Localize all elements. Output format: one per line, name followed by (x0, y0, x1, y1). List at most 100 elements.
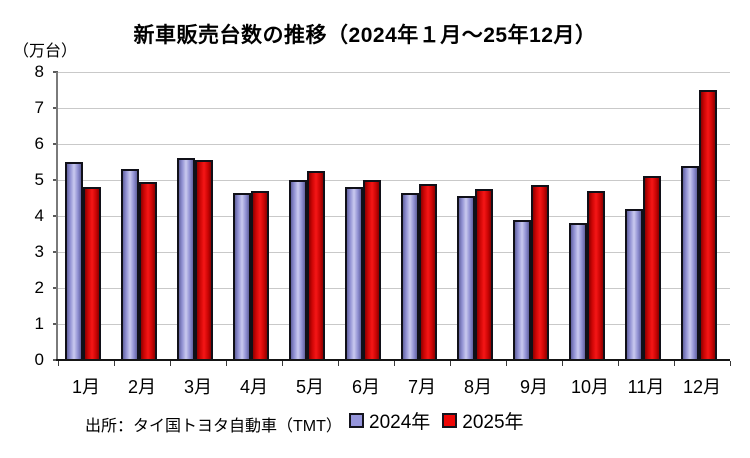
bar-group-8月 (450, 72, 506, 360)
bar-group-3月 (170, 72, 226, 360)
bar-group-11月 (618, 72, 674, 360)
y-tick-mark (53, 179, 58, 181)
x-tick-label: 5月 (295, 377, 324, 397)
bar-2024年-1月 (65, 162, 83, 360)
bar-2025年-1月 (83, 187, 101, 360)
x-tick-mark (58, 361, 59, 366)
x-tick-mark (282, 361, 283, 366)
chart-title: 新車販売台数の推移（2024年１月～25年12月） (133, 24, 597, 47)
x-tick-mark (730, 361, 731, 366)
plot-area (58, 72, 730, 360)
bar-2024年-8月 (457, 196, 475, 360)
gridline (58, 144, 730, 145)
y-tick-mark (53, 143, 58, 145)
y-tick-mark (53, 251, 58, 253)
x-tick-label: 8月 (463, 377, 492, 397)
source-label: 出所：タイ国トヨタ自動車（TMT） (85, 418, 342, 435)
x-tick-mark (450, 361, 451, 366)
y-tick-label: 1 (34, 314, 44, 333)
x-tick-mark (394, 361, 395, 366)
x-tick-label: 6月 (351, 377, 380, 397)
y-tick-mark (53, 107, 58, 109)
y-axis-unit-label: （万台） (13, 43, 78, 60)
bar-2025年-11月 (643, 176, 661, 360)
bar-group-5月 (282, 72, 338, 360)
legend-swatch-2024年 (349, 412, 364, 428)
bar-group-6月 (338, 72, 394, 360)
bar-group-1月 (58, 72, 114, 360)
bar-group-7月 (394, 72, 450, 360)
bar-2024年-4月 (233, 193, 251, 360)
bar-2025年-4月 (251, 191, 269, 360)
bar-2024年-7月 (401, 193, 419, 360)
y-axis: 0 1 2 3 4 5 6 7 8 (0, 62, 58, 369)
y-tick-label: 0 (34, 350, 44, 369)
x-tick-mark (170, 361, 171, 366)
x-axis: 1月 2月 3月 4月 5月 6月 7月 8月 9月 10月 11月 12月 (58, 361, 731, 403)
bar-2025年-6月 (363, 180, 381, 360)
bar-2024年-11月 (625, 209, 643, 360)
x-tick-mark (506, 361, 507, 366)
x-tick-mark (338, 361, 339, 366)
x-tick-mark (618, 361, 619, 366)
y-tick-label: 4 (34, 206, 44, 225)
bar-group-12月 (674, 72, 730, 360)
gridline (58, 252, 730, 253)
y-tick-mark (53, 359, 58, 361)
x-tick-label: 2月 (127, 377, 156, 397)
bar-2025年-5月 (307, 171, 325, 360)
y-tick-mark (53, 215, 58, 217)
bar-group-10月 (562, 72, 618, 360)
legend-item-2024年: 2024年 (349, 407, 430, 434)
bar-2025年-10月 (587, 191, 605, 360)
x-tick-label: 7月 (407, 377, 436, 397)
y-axis-line (56, 72, 58, 360)
y-tick-label: 8 (34, 62, 44, 81)
y-tick-mark (53, 323, 58, 325)
y-tick-label: 2 (34, 278, 44, 297)
y-tick-label: 6 (34, 134, 44, 153)
y-tick-label: 5 (34, 170, 44, 189)
gridline (58, 216, 730, 217)
bar-2024年-9月 (513, 220, 531, 360)
legend-item-2025年: 2025年 (442, 407, 524, 434)
legend-label: 2024年 (369, 411, 431, 433)
x-tick-label: 11月 (627, 377, 665, 397)
x-tick-label: 12月 (682, 377, 722, 397)
bar-2024年-10月 (569, 223, 587, 360)
bar-2024年-6月 (345, 187, 363, 360)
bar-2024年-3月 (177, 158, 195, 360)
bar-2025年-2月 (139, 182, 157, 360)
gridline (58, 72, 730, 73)
x-tick-mark (114, 361, 115, 366)
gridline (58, 324, 730, 325)
x-tick-mark (674, 361, 675, 366)
x-tick-label: 9月 (519, 377, 548, 397)
legend-swatch-2025年 (442, 412, 458, 428)
bar-2025年-8月 (475, 189, 493, 360)
bar-group-9月 (506, 72, 562, 360)
bar-2024年-12月 (681, 166, 699, 360)
bar-2025年-7月 (419, 184, 437, 360)
x-tick-label: 1月 (71, 377, 100, 397)
gridline (58, 288, 730, 289)
y-tick-mark (53, 71, 58, 73)
bar-2025年-12月 (699, 90, 717, 360)
bar-2024年-5月 (289, 180, 307, 360)
legend: 2024年 2025年 (349, 406, 524, 434)
x-tick-label: 3月 (183, 377, 212, 397)
bar-group-2月 (114, 72, 170, 360)
legend-label: 2025年 (462, 411, 524, 433)
gridline (58, 108, 730, 109)
bar-2024年-2月 (121, 169, 139, 360)
gridline (58, 180, 730, 181)
y-tick-mark (53, 287, 58, 289)
x-tick-label: 4月 (239, 377, 268, 397)
x-tick-mark (226, 361, 227, 366)
bar-2025年-3月 (195, 160, 213, 360)
y-tick-label: 7 (34, 98, 44, 117)
bar-2025年-9月 (531, 185, 549, 360)
x-axis-line (56, 359, 730, 361)
x-tick-label: 10月 (570, 377, 610, 397)
